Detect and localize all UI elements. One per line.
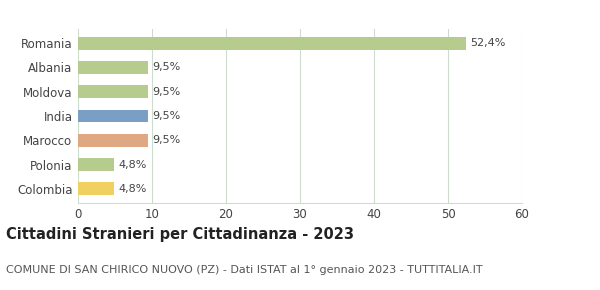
Text: 4,8%: 4,8%	[118, 184, 146, 194]
Text: 9,5%: 9,5%	[153, 135, 181, 145]
Text: 4,8%: 4,8%	[118, 160, 146, 170]
Text: 9,5%: 9,5%	[153, 87, 181, 97]
Bar	[78, 158, 113, 171]
Bar	[78, 110, 148, 122]
Bar	[78, 86, 148, 98]
Bar	[78, 182, 113, 195]
Text: COMUNE DI SAN CHIRICO NUOVO (PZ) - Dati ISTAT al 1° gennaio 2023 - TUTTITALIA.IT: COMUNE DI SAN CHIRICO NUOVO (PZ) - Dati …	[6, 264, 482, 275]
Text: Cittadini Stranieri per Cittadinanza - 2023: Cittadini Stranieri per Cittadinanza - 2…	[6, 227, 354, 242]
Bar	[78, 37, 466, 50]
Text: 9,5%: 9,5%	[153, 62, 181, 72]
Text: 9,5%: 9,5%	[153, 111, 181, 121]
Text: 52,4%: 52,4%	[470, 38, 506, 48]
Bar	[78, 134, 148, 146]
Bar	[78, 61, 148, 74]
